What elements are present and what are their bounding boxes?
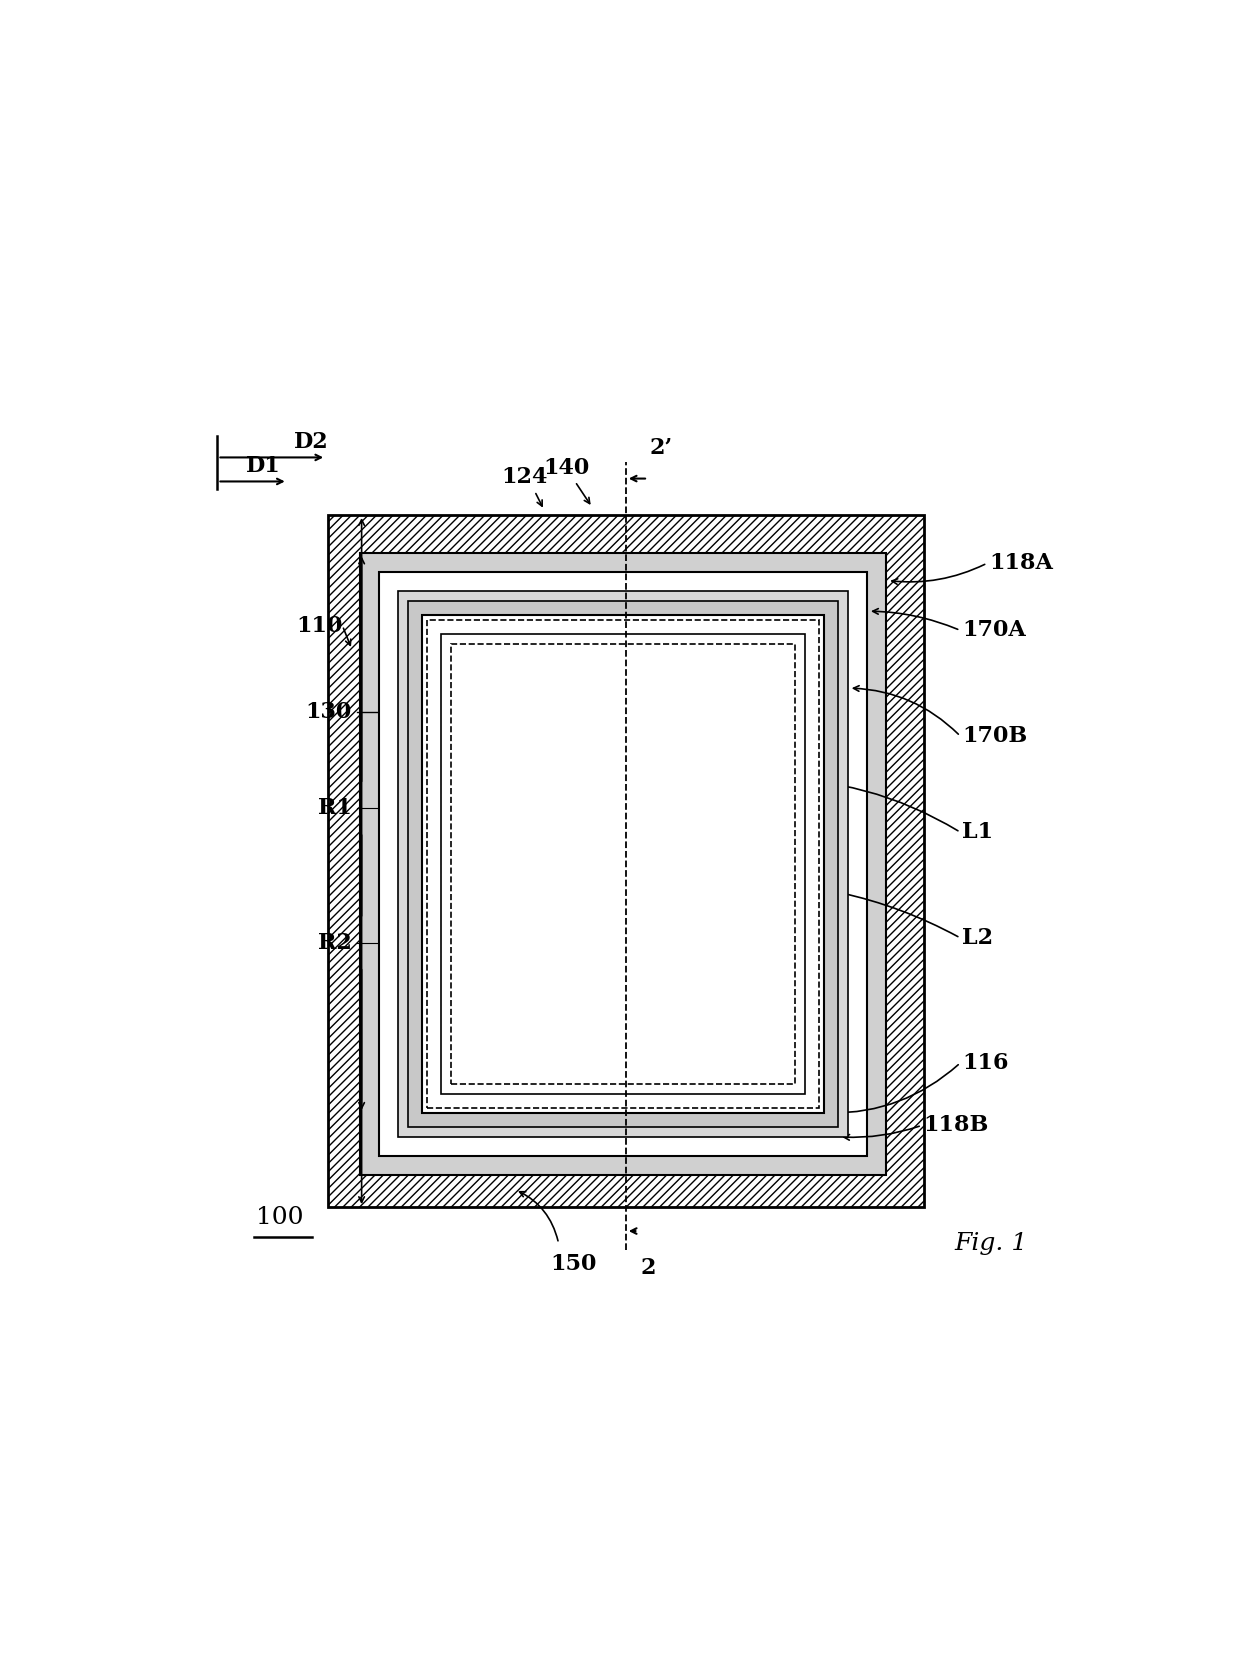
Text: 130: 130 bbox=[306, 702, 352, 723]
Text: 170A: 170A bbox=[962, 620, 1025, 642]
Text: 100: 100 bbox=[255, 1207, 304, 1229]
Text: D2: D2 bbox=[294, 430, 329, 453]
Bar bbox=[360, 552, 887, 1175]
Text: R1: R1 bbox=[319, 797, 352, 818]
Bar bbox=[398, 592, 848, 1137]
Text: 118A: 118A bbox=[990, 552, 1053, 573]
Bar bbox=[408, 600, 838, 1127]
Text: L1: L1 bbox=[962, 822, 993, 844]
Bar bbox=[441, 633, 805, 1094]
Bar bbox=[327, 515, 924, 1207]
Text: 118B: 118B bbox=[924, 1114, 990, 1137]
Text: 170B: 170B bbox=[962, 725, 1028, 747]
Bar bbox=[451, 643, 795, 1084]
Bar bbox=[427, 620, 820, 1109]
Text: 2’: 2’ bbox=[650, 437, 673, 460]
Text: 140: 140 bbox=[543, 457, 589, 478]
Text: 116: 116 bbox=[962, 1052, 1009, 1074]
Text: 150: 150 bbox=[549, 1254, 596, 1275]
Text: 2: 2 bbox=[640, 1257, 656, 1279]
Bar bbox=[379, 572, 867, 1157]
Text: 110: 110 bbox=[296, 615, 342, 637]
Bar bbox=[422, 615, 823, 1114]
Text: D1: D1 bbox=[247, 455, 281, 477]
Text: Fig. 1: Fig. 1 bbox=[955, 1232, 1028, 1255]
Text: R2: R2 bbox=[319, 932, 352, 954]
Text: 124: 124 bbox=[502, 467, 548, 488]
Text: L2: L2 bbox=[962, 927, 993, 949]
